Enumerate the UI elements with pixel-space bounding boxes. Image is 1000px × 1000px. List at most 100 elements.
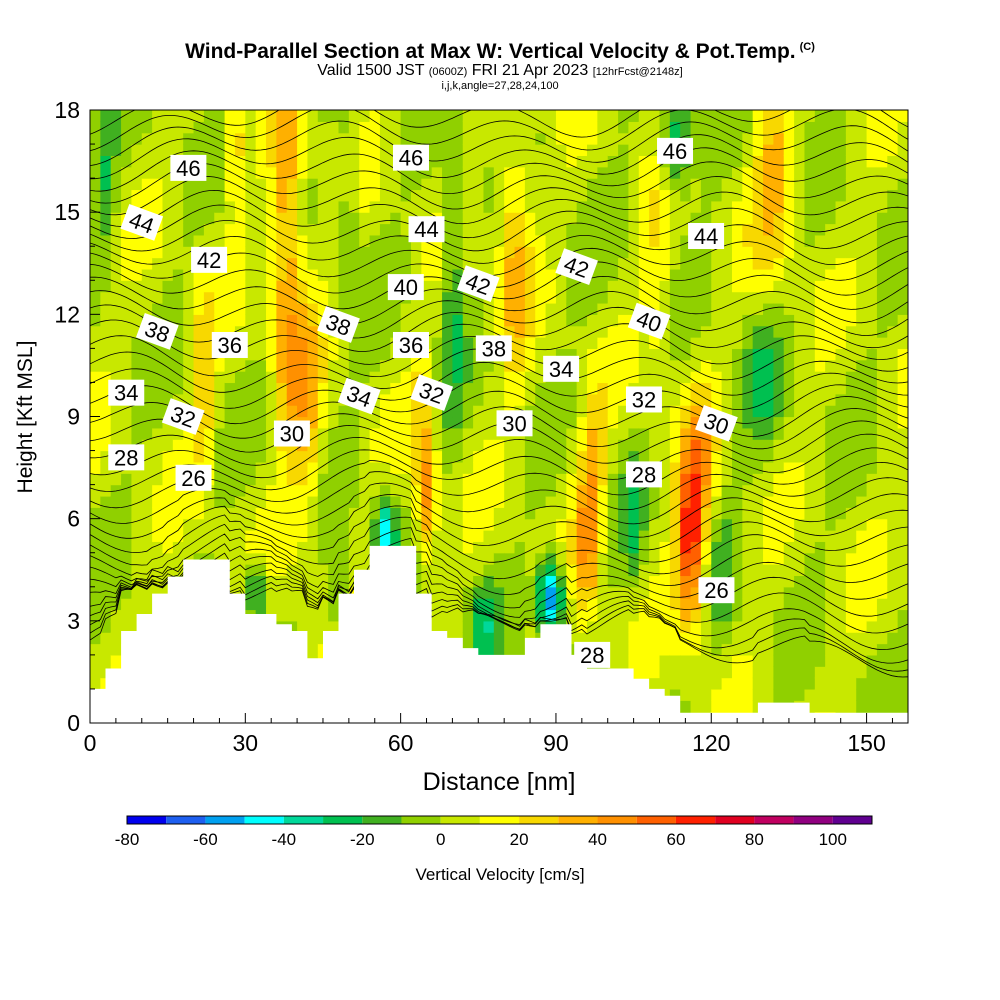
- theta-label-text: 46: [399, 146, 423, 171]
- colorbar-tick-label: 0: [436, 830, 445, 849]
- colorbar-swatch: [832, 816, 872, 824]
- theta-label-text: 38: [482, 336, 506, 361]
- terrain-profile: [90, 545, 934, 723]
- colorbar-swatch: [362, 816, 402, 824]
- x-tick-label: 0: [84, 730, 97, 756]
- theta-label: 34: [108, 379, 145, 406]
- colorbar-swatch: [597, 816, 637, 824]
- y-tick-label: 15: [54, 199, 80, 225]
- theta-label-text: 36: [218, 333, 242, 358]
- theta-label-text: 30: [502, 411, 526, 436]
- colorbar-swatch: [440, 816, 480, 824]
- title-block: Wind-Parallel Section at Max W: Vertical…: [0, 36, 1000, 93]
- chart-title: Wind-Parallel Section at Max W: Vertical…: [0, 36, 1000, 63]
- chart-subtitle: Valid 1500 JST (0600Z) FRI 21 Apr 2023 […: [0, 63, 1000, 80]
- colorbar-tick-label: -40: [272, 830, 297, 849]
- theta-label: 38: [135, 312, 179, 350]
- colorbar-tick-label: 80: [745, 830, 764, 849]
- theta-label-text: 32: [632, 387, 656, 412]
- valid-time: Valid 1500 JST: [317, 62, 425, 79]
- y-tick-label: 0: [67, 710, 80, 736]
- theta-label-text: 28: [580, 643, 604, 668]
- valid-date: FRI 21 Apr 2023: [471, 62, 589, 79]
- forecast-info: [12hrFcst@2148z]: [592, 66, 683, 78]
- theta-label-text: 46: [663, 139, 687, 164]
- theta-label: 26: [175, 464, 212, 491]
- colorbar: -80 -60 -40 -20 0 20 40 60 80 100: [115, 815, 873, 849]
- y-tick-label: 12: [54, 301, 80, 327]
- theta-label: 30: [273, 420, 310, 447]
- theta-label: 46: [657, 137, 694, 164]
- y-tick-label: 9: [67, 404, 80, 430]
- colorbar-swatch: [715, 816, 755, 824]
- x-tick-label: 120: [692, 730, 730, 756]
- colorbar-swatch: [675, 816, 716, 824]
- theta-label: 28: [108, 444, 145, 471]
- theta-label: 32: [625, 386, 662, 413]
- colorbar-swatch: [323, 816, 363, 824]
- copyright-mark: (C): [799, 41, 815, 53]
- x-axis-label: Distance [nm]: [423, 768, 576, 796]
- theta-label: 38: [475, 335, 512, 362]
- colorbar-swatch: [244, 816, 284, 824]
- colorbar-swatch: [166, 816, 206, 824]
- section-params: i,j,k,angle=27,28,24,100: [441, 80, 559, 92]
- colorbar-swatch: [636, 816, 676, 824]
- theta-label-text: 44: [414, 217, 438, 242]
- colorbar-swatch: [283, 816, 324, 824]
- theta-label-text: 44: [694, 224, 718, 249]
- theta-label: 46: [392, 144, 429, 171]
- theta-label: 44: [120, 204, 164, 241]
- chart-title-text: Wind-Parallel Section at Max W: Vertical…: [185, 40, 796, 63]
- theta-label-text: 26: [181, 466, 205, 491]
- theta-label: 44: [688, 223, 725, 250]
- theta-label: 42: [456, 265, 500, 303]
- colorbar-tick-label: 20: [510, 830, 529, 849]
- colorbar-tick-label: -20: [350, 830, 375, 849]
- x-tick-label: 30: [233, 730, 259, 756]
- theta-label: 30: [496, 410, 533, 437]
- colorbar-swatch: [793, 816, 833, 824]
- colorbar-swatch: [127, 816, 167, 824]
- theta-label: 28: [625, 461, 662, 488]
- colorbar-tick-label: 60: [666, 830, 685, 849]
- theta-label-text: 28: [632, 462, 656, 487]
- theta-label: 26: [698, 577, 735, 604]
- theta-label: 36: [392, 331, 429, 358]
- theta-label-text: 36: [399, 333, 423, 358]
- colorbar-swatch: [754, 816, 794, 824]
- theta-label-text: 30: [280, 422, 304, 447]
- colorbar-tick-label: 40: [588, 830, 607, 849]
- theta-label: 28: [574, 641, 611, 668]
- colorbar-swatch: [401, 816, 441, 824]
- y-tick-label: 18: [54, 97, 80, 123]
- colorbar-swatch: [479, 816, 520, 824]
- x-tick-label: 90: [543, 730, 569, 756]
- theta-label-text: 34: [114, 381, 138, 406]
- colorbar-swatch: [519, 816, 559, 824]
- terrain-mask: [90, 545, 934, 723]
- x-tick-label: 150: [847, 730, 885, 756]
- theta-label: 36: [211, 331, 248, 358]
- colorbar-tick-label: -60: [193, 830, 218, 849]
- colorbar-swatch: [558, 816, 598, 824]
- theta-label: 40: [387, 274, 424, 301]
- theta-label-text: 42: [197, 248, 221, 273]
- theta-label-text: 40: [394, 275, 418, 300]
- colorbar-label: Vertical Velocity [cm/s]: [415, 865, 584, 884]
- y-axis-label: Height [Kft MSL]: [14, 341, 37, 494]
- y-tick-label: 3: [67, 608, 80, 634]
- theta-label: 42: [191, 246, 228, 273]
- theta-label: 32: [161, 398, 205, 435]
- theta-label: 34: [543, 355, 580, 382]
- colorbar-swatch: [205, 816, 245, 824]
- colorbar-tick-label: -80: [115, 830, 140, 849]
- theta-label-text: 34: [549, 357, 573, 382]
- valid-time-utc: (0600Z): [428, 66, 468, 78]
- colorbar-frame: [126, 815, 873, 825]
- theta-contours: [90, 110, 908, 678]
- y-tick-label: 6: [67, 506, 80, 532]
- theta-label-text: 26: [704, 578, 728, 603]
- x-tick-label: 60: [388, 730, 414, 756]
